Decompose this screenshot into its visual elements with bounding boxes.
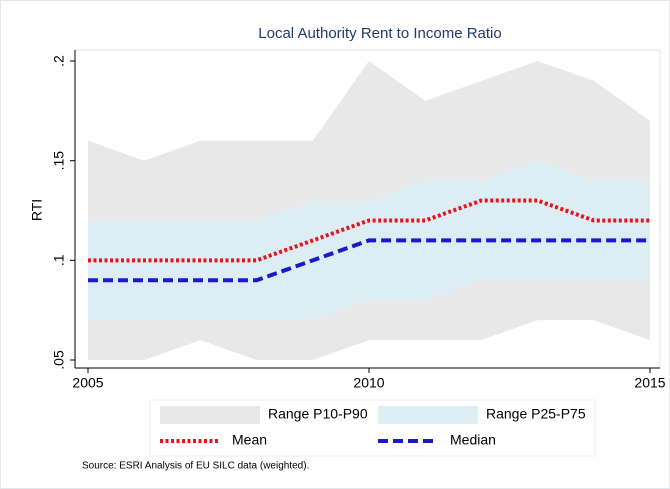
x-tick-label: 2015 bbox=[634, 375, 665, 391]
legend-label: Range P10-P90 bbox=[268, 406, 368, 422]
legend-swatch bbox=[160, 406, 260, 424]
legend-label: Median bbox=[450, 432, 496, 448]
x-tick-label: 2010 bbox=[353, 375, 384, 391]
y-axis-label: RTI bbox=[29, 199, 45, 221]
legend-label: Range P25-P75 bbox=[486, 406, 586, 422]
y-tick-label: .2 bbox=[51, 55, 67, 67]
y-tick-label: .1 bbox=[51, 254, 67, 266]
legend bbox=[149, 399, 596, 457]
series-line bbox=[88, 238, 650, 283]
y-tick-label: .05 bbox=[51, 350, 67, 370]
x-tick-label: 2005 bbox=[72, 375, 103, 391]
legend-swatch bbox=[378, 406, 478, 424]
y-tick-label: .15 bbox=[51, 151, 67, 171]
chart-title: Local Authority Rent to Income Ratio bbox=[258, 25, 501, 42]
series-line bbox=[88, 198, 650, 263]
legend-label: Mean bbox=[232, 432, 267, 448]
note: Source: ESRI Analysis of EU SILC data (w… bbox=[82, 461, 309, 472]
